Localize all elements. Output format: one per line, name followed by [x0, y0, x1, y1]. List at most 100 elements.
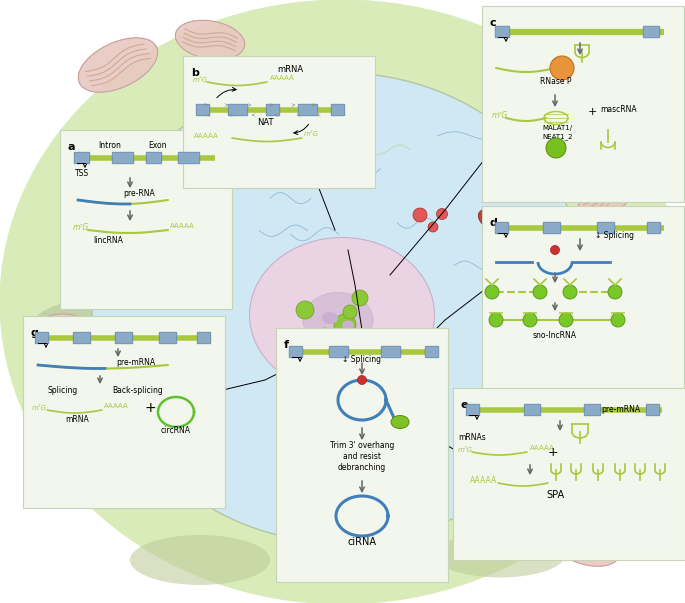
FancyBboxPatch shape: [543, 222, 561, 234]
Circle shape: [352, 290, 368, 306]
Ellipse shape: [486, 214, 510, 230]
Text: mascRNA: mascRNA: [600, 105, 636, 114]
FancyBboxPatch shape: [146, 152, 162, 164]
FancyBboxPatch shape: [597, 222, 615, 234]
Text: b: b: [191, 68, 199, 78]
Text: m⁷G: m⁷G: [73, 223, 89, 232]
FancyBboxPatch shape: [381, 346, 401, 358]
Text: ciRNA: ciRNA: [347, 537, 377, 547]
Polygon shape: [550, 524, 620, 566]
Text: mRNA: mRNA: [277, 65, 303, 74]
Circle shape: [550, 56, 574, 80]
Circle shape: [546, 138, 566, 158]
Ellipse shape: [550, 323, 650, 377]
Text: pre-RNA: pre-RNA: [123, 189, 155, 198]
Text: AAAAA: AAAAA: [170, 223, 195, 229]
Text: and resist: and resist: [343, 452, 381, 461]
Text: pre-mRNA: pre-mRNA: [116, 358, 155, 367]
Ellipse shape: [30, 300, 150, 360]
FancyBboxPatch shape: [647, 222, 661, 234]
FancyBboxPatch shape: [466, 404, 479, 416]
FancyBboxPatch shape: [115, 332, 133, 344]
Circle shape: [489, 313, 503, 327]
Text: m⁷G: m⁷G: [304, 131, 319, 137]
Text: AAAAA: AAAAA: [530, 445, 555, 451]
Text: +: +: [145, 401, 157, 415]
Text: d: d: [490, 218, 498, 228]
FancyBboxPatch shape: [197, 332, 211, 344]
Circle shape: [559, 313, 573, 327]
Text: a: a: [68, 142, 75, 152]
Text: c: c: [490, 18, 497, 28]
Text: +: +: [588, 107, 597, 117]
Ellipse shape: [342, 321, 354, 329]
Text: +: +: [548, 446, 559, 459]
FancyBboxPatch shape: [482, 6, 684, 202]
Text: RNase P: RNase P: [540, 77, 572, 86]
FancyBboxPatch shape: [228, 104, 248, 116]
Circle shape: [533, 285, 547, 299]
Ellipse shape: [92, 73, 592, 543]
Text: Exon: Exon: [148, 141, 166, 150]
FancyBboxPatch shape: [74, 152, 90, 164]
Polygon shape: [532, 33, 608, 78]
FancyBboxPatch shape: [495, 222, 509, 234]
FancyBboxPatch shape: [35, 332, 49, 344]
Text: m⁷G: m⁷G: [193, 77, 208, 83]
FancyBboxPatch shape: [482, 206, 684, 388]
Circle shape: [436, 209, 447, 219]
Circle shape: [611, 313, 625, 327]
Ellipse shape: [322, 312, 338, 324]
Polygon shape: [578, 171, 638, 219]
Text: m⁷G: m⁷G: [492, 111, 508, 120]
FancyBboxPatch shape: [178, 152, 200, 164]
Text: lincRNA: lincRNA: [93, 236, 123, 245]
Ellipse shape: [435, 532, 565, 578]
Circle shape: [358, 376, 366, 385]
Text: ↓ Splicing: ↓ Splicing: [342, 355, 382, 364]
Circle shape: [318, 328, 332, 342]
Polygon shape: [593, 412, 658, 448]
Text: e: e: [461, 400, 469, 410]
FancyBboxPatch shape: [332, 104, 345, 116]
FancyBboxPatch shape: [289, 346, 303, 358]
Text: AAAAA: AAAAA: [104, 403, 129, 409]
Text: SPA: SPA: [546, 490, 564, 500]
Ellipse shape: [478, 209, 518, 235]
Text: mRNAs: mRNAs: [458, 433, 486, 442]
Ellipse shape: [330, 328, 340, 336]
Ellipse shape: [249, 238, 434, 393]
Text: TSS: TSS: [75, 169, 89, 178]
Text: circRNA: circRNA: [161, 426, 191, 435]
FancyBboxPatch shape: [453, 388, 685, 560]
Circle shape: [485, 285, 499, 299]
FancyBboxPatch shape: [73, 332, 91, 344]
Text: AAAAA: AAAAA: [270, 75, 295, 81]
Ellipse shape: [391, 415, 409, 429]
Circle shape: [334, 314, 356, 336]
Text: m⁷G: m⁷G: [458, 447, 473, 453]
Circle shape: [563, 285, 577, 299]
FancyBboxPatch shape: [298, 104, 318, 116]
Text: m⁷G: m⁷G: [32, 405, 47, 411]
Ellipse shape: [303, 292, 373, 347]
FancyBboxPatch shape: [23, 316, 225, 508]
Text: Intron: Intron: [98, 141, 121, 150]
FancyBboxPatch shape: [646, 404, 660, 416]
Polygon shape: [78, 38, 158, 92]
FancyBboxPatch shape: [159, 332, 177, 344]
Text: MALAT1/: MALAT1/: [542, 125, 572, 131]
Text: sno-lncRNA: sno-lncRNA: [533, 331, 577, 340]
FancyBboxPatch shape: [329, 346, 349, 358]
FancyBboxPatch shape: [643, 26, 660, 38]
FancyBboxPatch shape: [60, 130, 232, 309]
Text: ↓ Splicing: ↓ Splicing: [595, 231, 634, 240]
Text: Trim 3' overhang: Trim 3' overhang: [329, 441, 394, 450]
FancyBboxPatch shape: [425, 346, 439, 358]
Text: AAAAA: AAAAA: [194, 133, 219, 139]
FancyBboxPatch shape: [495, 26, 510, 38]
Text: NAT: NAT: [257, 118, 273, 127]
Circle shape: [608, 285, 622, 299]
Text: pre-mRNA: pre-mRNA: [601, 405, 640, 414]
Text: f: f: [284, 340, 289, 350]
